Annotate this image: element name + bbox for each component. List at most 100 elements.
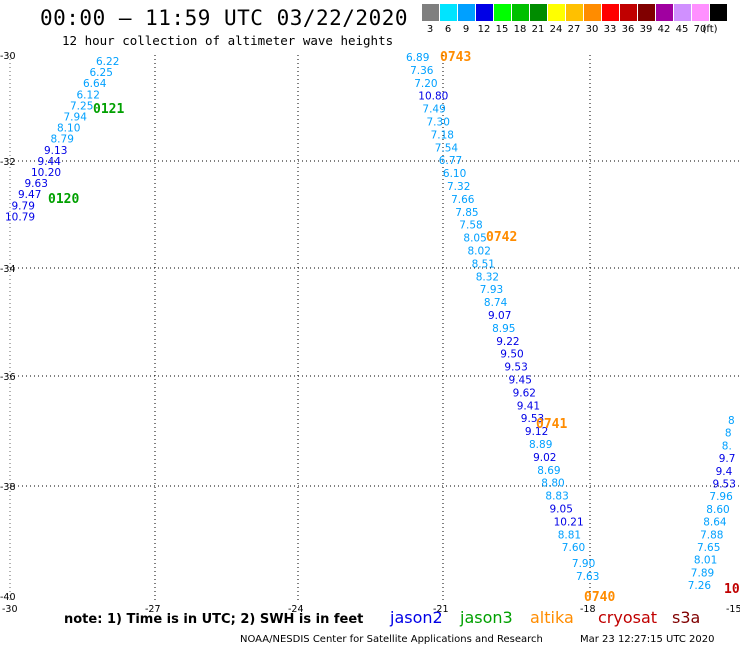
swh-value: 9.41	[517, 400, 540, 412]
footer-timestamp: Mar 23 12:27:15 UTC 2020	[580, 634, 715, 645]
swh-value: 7.65	[697, 542, 720, 554]
swh-value: 6.22	[96, 56, 119, 68]
scale-swatch	[548, 4, 565, 21]
longitude-label: -27	[145, 604, 161, 615]
swh-value: 7.49	[422, 104, 445, 116]
swh-value: 8.01	[694, 555, 717, 567]
swh-value: 9.4	[716, 466, 733, 478]
swh-value: 8.79	[51, 134, 74, 146]
footer-credit: NOAA/NESDIS Center for Satellite Applica…	[240, 634, 543, 645]
legend-s3a: s3a	[672, 608, 701, 627]
swh-value: 7.32	[447, 181, 470, 193]
swh-value: 9.02	[533, 452, 556, 464]
swh-value: 10.80	[418, 91, 448, 103]
swh-value: 8.32	[476, 271, 499, 283]
scale-label: 9	[462, 24, 470, 35]
swh-value: 9.05	[550, 504, 573, 516]
latitude-label: -36	[0, 372, 16, 383]
swh-value: 6.10	[443, 168, 466, 180]
swh-value: 9.50	[500, 349, 523, 361]
latitude-label: -40	[0, 592, 16, 603]
swh-value: 7.30	[427, 117, 450, 129]
swh-value: 9.79	[12, 200, 35, 212]
scale-swatch	[584, 4, 601, 21]
scale-label: 39	[639, 24, 653, 35]
swh-value: 7.26	[688, 580, 712, 592]
swh-value: 7.88	[700, 529, 723, 541]
scale-label: 15	[495, 24, 509, 35]
scale-label: 36	[621, 24, 635, 35]
scale-label: 27	[567, 24, 581, 35]
latitude-label: -30	[0, 51, 16, 62]
swh-value: 9.53	[504, 362, 527, 374]
longitude-label: -30	[2, 604, 18, 615]
scale-swatch	[602, 4, 619, 21]
swh-value: 10.20	[31, 167, 61, 179]
scale-label: 30	[585, 24, 599, 35]
swh-value: 7.85	[455, 207, 478, 219]
swh-value: 6.12	[77, 89, 100, 101]
swh-value: 9.07	[488, 310, 511, 322]
scale-swatch	[692, 4, 709, 21]
swh-value: 8.02	[468, 246, 491, 258]
pass-label: 0742	[486, 230, 517, 245]
scale-label: 12	[477, 24, 491, 35]
pass-label: 0740	[584, 590, 615, 605]
swh-value: 8.83	[545, 491, 568, 503]
scale-swatch	[458, 4, 475, 21]
swh-value: 8.95	[492, 323, 515, 335]
swh-value: 8.64	[703, 517, 727, 529]
scale-label: 24	[549, 24, 563, 35]
swh-value: 7.94	[64, 112, 88, 124]
swh-value: 6.64	[83, 78, 107, 90]
scale-label: 42	[657, 24, 671, 35]
swh-value: 9.62	[513, 387, 536, 399]
scale-swatch	[512, 4, 529, 21]
swh-value: 7.66	[451, 194, 475, 206]
swh-value: 8.81	[558, 529, 581, 541]
swh-value: 8.89	[529, 439, 552, 451]
swh-value: 9.44	[38, 156, 62, 168]
scale-swatch	[440, 4, 457, 21]
swh-value: 8.60	[706, 504, 729, 516]
scale-swatch	[422, 4, 439, 21]
latitude-label: -32	[0, 157, 16, 168]
scale-swatch	[674, 4, 691, 21]
swh-value: 9.12	[525, 426, 548, 438]
legend-altika: altika	[530, 608, 574, 627]
swh-value: 7.90	[572, 558, 595, 570]
swh-value: 9.63	[25, 178, 48, 190]
legend-cryosat: cryosat	[598, 608, 658, 627]
swh-value: 7.36	[410, 65, 434, 77]
swh-value: 9.13	[44, 145, 67, 157]
swh-value: 9.22	[496, 336, 519, 348]
swh-value: 9.47	[18, 189, 41, 201]
scale-swatch	[530, 4, 547, 21]
swh-value: 8.51	[472, 258, 495, 270]
scale-label: 45	[675, 24, 689, 35]
swh-value: 7.25	[70, 100, 93, 112]
swh-value: 6.77	[439, 155, 462, 167]
swh-value: 7.93	[480, 284, 503, 296]
swh-value: 7.20	[414, 78, 437, 90]
scale-label: 33	[603, 24, 617, 35]
scale-swatch	[620, 4, 637, 21]
pass-label: 0120	[48, 192, 79, 207]
swh-value: 8.80	[541, 478, 564, 490]
scale-label: (ft)	[702, 24, 718, 35]
swh-value: 8	[728, 415, 735, 427]
swh-value: 7.54	[435, 142, 459, 154]
scale-swatch	[656, 4, 673, 21]
swh-value: 8.	[722, 440, 732, 452]
swh-value: 6.89	[406, 52, 429, 64]
latitude-label: -38	[0, 482, 16, 493]
scale-label: 3	[426, 24, 434, 35]
legend-jason2: jason2	[390, 608, 443, 627]
swh-value: 9.53	[713, 479, 736, 491]
scale-label: 6	[444, 24, 452, 35]
swh-value: 9.45	[509, 375, 532, 387]
scale-swatch	[494, 4, 511, 21]
scale-label: 70	[693, 24, 707, 35]
map-title: 00:00 – 11:59 UTC 03/22/2020	[40, 6, 409, 30]
swh-value: 7.89	[691, 567, 714, 579]
